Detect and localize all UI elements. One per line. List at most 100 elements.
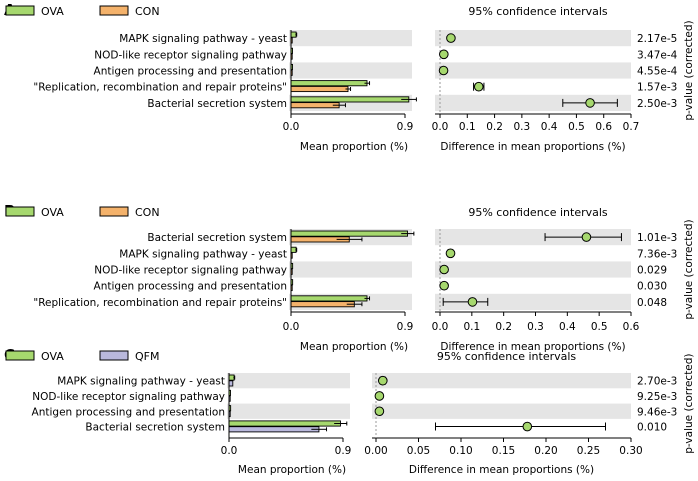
diff-x-tick-label: 0.4 [559,321,576,333]
ci-point [473,81,484,92]
bar-ova [290,96,410,103]
category-label: MAPK signaling pathway - yeast [119,248,287,260]
category-label: NOD-like receptor signaling pathway [94,265,287,277]
p-value-axis-label: p-value (corrected) [683,20,695,120]
row-stripe [289,30,412,47]
category-label: "Replication, recombination and repair p… [33,82,287,94]
diff-x-tick-label: 0.3 [514,121,531,133]
diff-x-tick-label: 0.1 [463,321,480,333]
p-value-label: 3.47e-4 [637,49,678,61]
ci-title: 95% confidence intervals [468,5,608,18]
bar-x-tick-label: 0.9 [397,121,414,133]
diff-x-tick-label: 0.7 [623,121,640,133]
diff-x-tick-label: 0.2 [495,321,512,333]
bar-x-tick-label: 0.0 [283,121,300,133]
ci-point [439,280,449,291]
category-label: Bacterial secretion system [147,98,287,110]
row-stripe [435,229,631,246]
p-value-label: 1.01e-3 [637,232,677,244]
bar-x-tick-label: 0.9 [335,445,352,457]
legend-swatch-qfm [99,350,129,361]
category-label: Bacterial secretion system [85,422,225,434]
diff-x-tick-label: 0.0 [432,321,449,333]
p-value-label: 0.010 [637,422,667,434]
panel-b: BOVACON95% confidence intervalsBacterial… [4,202,695,353]
p-value-label: 0.030 [637,281,667,293]
diff-x-tick-label: 0.00 [364,445,387,457]
bar-qfm [228,426,320,433]
category-label: Bacterial secretion system [147,232,287,244]
ci-point [374,406,385,417]
p-value-label: 7.36e-3 [637,248,677,260]
legend-label-con: CON [135,5,160,18]
bar-ova [290,230,408,237]
diff-x-tick-label: 0.2 [486,121,503,133]
category-label: MAPK signaling pathway - yeast [57,376,225,388]
diff-x-axis-label: Difference in mean proportions (%) [440,141,625,153]
ci-point [585,98,595,108]
bar-x-axis-label: Mean proportion (%) [300,341,408,353]
legend-label-con: CON [135,206,160,219]
diff-x-tick-label: 0.05 [407,445,430,457]
bar-ova [290,31,297,38]
p-value-label: 2.17e-5 [637,33,677,45]
row-stripe [435,261,631,278]
p-value-label: 2.70e-3 [637,376,677,388]
ci-point [439,264,449,275]
diff-x-tick-label: 0.0 [432,121,449,133]
bar-con [290,102,340,109]
diff-x-tick-label: 0.6 [623,321,640,333]
diff-x-tick-label: 0.3 [527,321,544,333]
p-value-label: 1.57e-3 [637,82,677,94]
diff-x-tick-label: 0.30 [619,445,642,457]
category-label: NOD-like receptor signaling pathway [94,49,287,61]
ci-point [445,248,456,259]
row-stripe [435,293,631,310]
bar-con [290,301,355,308]
bar-ova [290,246,297,253]
diff-x-tick-label: 0.6 [595,121,612,133]
diff-x-tick-label: 0.15 [492,445,515,457]
ci-point [522,421,533,432]
legend-swatch-ova [5,350,35,361]
row-stripe [289,261,412,278]
p-value-label: 9.25e-3 [637,391,677,403]
category-label: Antigen processing and presentation [32,406,225,418]
row-stripe [289,62,412,79]
bar-ova [228,374,235,381]
bar-x-tick-label: 0.0 [221,445,238,457]
diff-x-tick-label: 0.1 [459,121,476,133]
ci-point [446,33,456,43]
legend-swatch-con [99,5,129,16]
row-stripe [227,403,350,419]
bar-ova [290,80,368,87]
bar-x-axis-label: Mean proportion (%) [300,141,408,153]
p-value-label: 0.029 [637,265,667,277]
category-label: Antigen processing and presentation [94,281,287,293]
legend-swatch-con [99,206,129,217]
legend-label-ova: OVA [41,206,64,219]
legend-swatch-ova [5,5,35,16]
row-stripe [435,94,631,111]
bar-x-tick-label: 0.9 [397,321,414,333]
p-value-label: 0.048 [637,297,667,309]
diff-x-tick-label: 0.20 [534,445,557,457]
legend-label-ova: OVA [41,350,64,363]
category-label: MAPK signaling pathway - yeast [119,33,287,45]
bar-con [290,85,349,93]
category-label: "Replication, recombination and repair p… [33,297,287,309]
diff-x-axis-label: Difference in mean proportions (%) [440,341,625,353]
bar-ova [290,295,368,302]
category-label: NOD-like receptor signaling pathway [32,391,225,403]
diff-x-tick-label: 0.4 [541,121,558,133]
ci-title: 95% confidence intervals [468,206,608,219]
row-stripe [372,373,631,389]
bar-qfm [228,380,234,387]
ci-point [439,49,449,60]
ci-point [467,297,478,307]
ci-point [374,391,385,401]
diff-x-tick-label: 0.25 [577,445,600,457]
row-stripe [227,373,350,389]
